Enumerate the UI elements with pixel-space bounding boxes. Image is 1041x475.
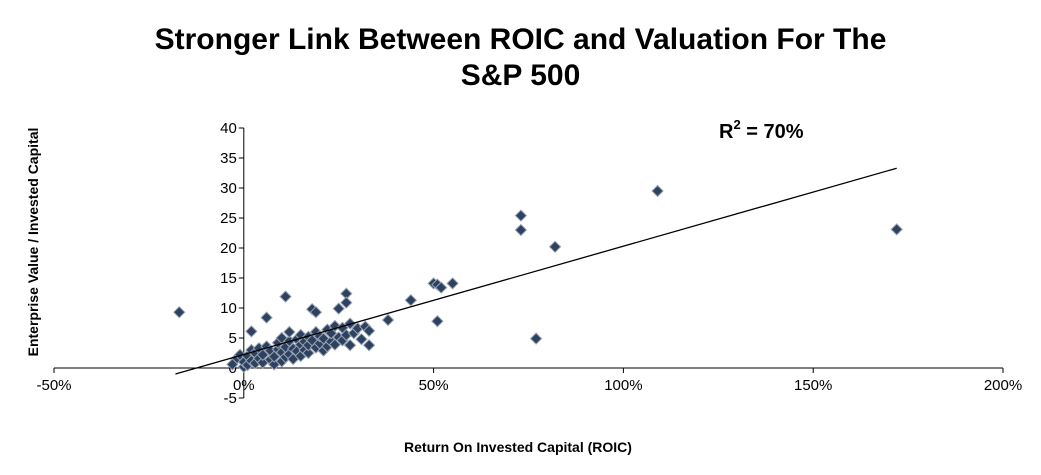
x-tick-label: 200% bbox=[984, 377, 1022, 394]
r-squared-prefix: R bbox=[719, 121, 734, 143]
y-tick-label: 15 bbox=[220, 270, 237, 287]
y-tick-label: 20 bbox=[220, 240, 237, 257]
data-point bbox=[548, 240, 562, 254]
x-tick-label: 0% bbox=[233, 377, 255, 394]
data-point bbox=[332, 302, 345, 315]
data-point bbox=[226, 358, 239, 371]
data-point bbox=[890, 223, 903, 236]
y-tick-label: 10 bbox=[220, 300, 237, 317]
y-tick-label: 30 bbox=[220, 180, 237, 197]
data-point bbox=[514, 209, 528, 222]
y-tick-label: 40 bbox=[220, 120, 237, 137]
data-point bbox=[651, 184, 664, 198]
x-tick-label: 150% bbox=[794, 377, 832, 394]
data-point bbox=[260, 311, 273, 324]
chart-title-line2: S&P 500 bbox=[460, 59, 581, 92]
data-point bbox=[381, 313, 395, 327]
data-point bbox=[283, 325, 296, 339]
x-tick-label: -50% bbox=[36, 377, 71, 394]
data-point bbox=[431, 314, 444, 328]
data-points bbox=[173, 184, 903, 374]
r-squared-superscript: 2 bbox=[733, 117, 740, 132]
data-point bbox=[529, 332, 543, 345]
data-point bbox=[256, 348, 269, 362]
x-axis-title: Return On Invested Capital (ROIC) bbox=[404, 439, 632, 455]
trendline-group bbox=[175, 167, 897, 375]
data-point bbox=[340, 296, 353, 309]
data-point bbox=[173, 305, 186, 319]
data-point bbox=[404, 293, 418, 307]
data-point bbox=[279, 290, 292, 303]
data-point bbox=[446, 277, 459, 290]
x-tick-label: 50% bbox=[419, 377, 449, 394]
data-point bbox=[245, 325, 258, 338]
y-tick-label: 25 bbox=[220, 210, 237, 227]
data-point bbox=[302, 346, 315, 360]
data-point bbox=[362, 324, 376, 338]
r-squared-annotation: R2 = 70% bbox=[719, 117, 804, 143]
x-axis: -50% 0% 50% 100% 150% 200% bbox=[36, 367, 1022, 394]
data-point bbox=[362, 338, 376, 352]
data-point bbox=[514, 223, 528, 237]
data-point bbox=[434, 281, 448, 294]
data-point bbox=[343, 338, 357, 352]
y-axis: -50510152025303540 bbox=[220, 120, 245, 407]
y-tick-label: 35 bbox=[220, 150, 237, 167]
y-axis-title: Enterprise Value / Invested Capital bbox=[25, 128, 41, 357]
data-point bbox=[309, 305, 323, 319]
y-tick-label: -5 bbox=[223, 390, 236, 407]
x-tick-label: 100% bbox=[604, 377, 642, 394]
trendline bbox=[175, 167, 897, 375]
chart-title: Stronger Link Between ROIC and Valuation… bbox=[0, 22, 1041, 94]
y-tick-label: 5 bbox=[228, 330, 236, 347]
r-squared-value: = 70% bbox=[741, 121, 804, 143]
chart-title-line1: Stronger Link Between ROIC and Valuation… bbox=[154, 23, 887, 56]
data-point bbox=[355, 332, 368, 346]
